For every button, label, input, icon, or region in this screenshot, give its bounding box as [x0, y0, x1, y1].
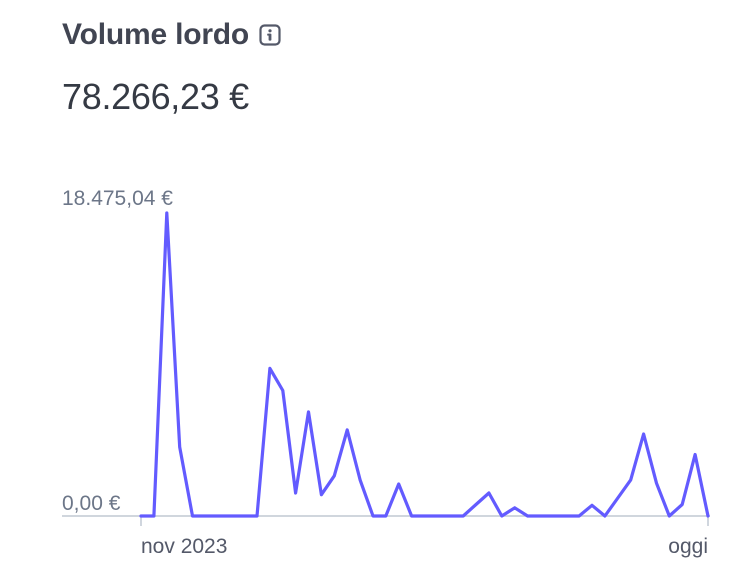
- series-group: [139, 211, 710, 518]
- x-tick-label-end: oggi: [668, 535, 708, 558]
- total-volume: 78.266,23 €: [62, 76, 249, 117]
- y-tick-label-min: 0,00 €: [62, 492, 121, 515]
- x-tick-label-start: nov 2023: [141, 535, 227, 558]
- series-line: [139, 211, 710, 518]
- y-tick-label-max: 18.475,04 €: [62, 187, 173, 210]
- info-icon[interactable]: [259, 24, 281, 46]
- chart-header: Volume lordo: [62, 18, 281, 52]
- chart-title: Volume lordo: [62, 18, 250, 51]
